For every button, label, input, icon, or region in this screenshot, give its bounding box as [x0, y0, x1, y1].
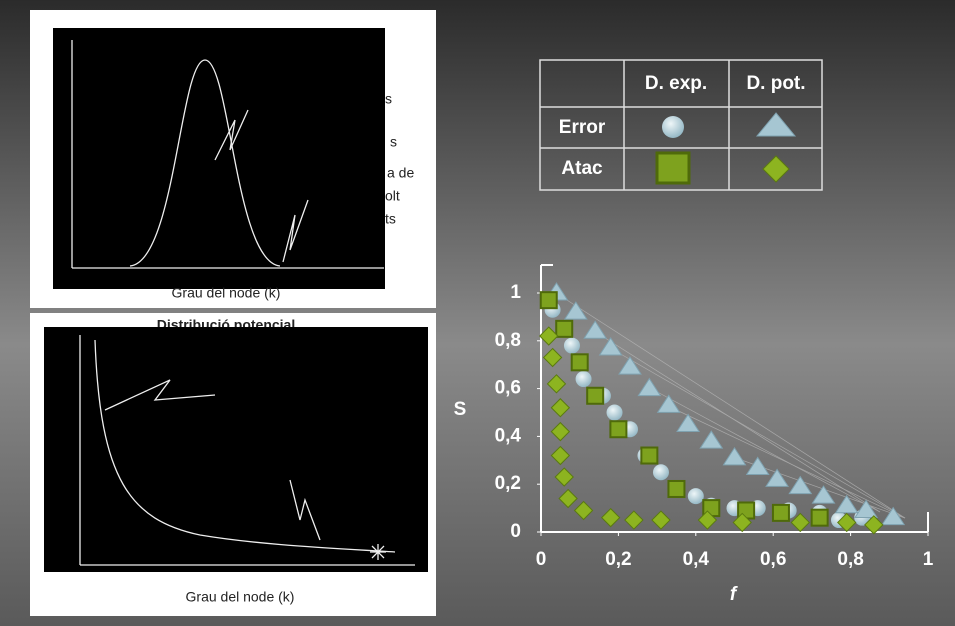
data-point: [676, 413, 700, 432]
data-point: [637, 377, 662, 397]
data-point: [837, 512, 857, 533]
data-point: [550, 398, 571, 418]
y-tick-label: 1: [510, 282, 521, 303]
data-point: [771, 503, 790, 522]
data-point: [575, 371, 592, 388]
y-tick-label: 0,8: [495, 330, 521, 351]
data-point: [651, 510, 671, 530]
legend-symbol: [655, 151, 691, 185]
y-axis-label: S: [454, 399, 467, 420]
data-point: [539, 291, 558, 310]
x-tick-label: 0,2: [605, 549, 631, 570]
data-point: [722, 446, 747, 466]
data-point: [586, 386, 605, 405]
data-point: [854, 499, 878, 518]
data-point: [732, 512, 752, 533]
data-point: [598, 337, 623, 356]
data-point: [539, 326, 559, 346]
x-tick-label: 0,8: [837, 549, 863, 570]
data-point: [546, 374, 567, 394]
y-tick-label: 0,6: [495, 378, 521, 399]
data-point: [624, 510, 644, 530]
y-tick-label: 0: [510, 521, 521, 542]
x-tick-label: 0,4: [683, 549, 710, 570]
data-point: [563, 337, 580, 354]
text-fragment: s: [390, 134, 397, 150]
text-fragment: olt: [385, 188, 400, 204]
x-tick-label: 1: [923, 549, 934, 570]
data-point: [811, 485, 836, 504]
x-axis-label: f: [730, 584, 738, 605]
data-point: [810, 508, 829, 527]
data-point: [542, 347, 563, 368]
legend-table: [539, 59, 823, 191]
data-point: [667, 479, 686, 498]
table-header: D. exp.: [645, 73, 707, 94]
data-point: [618, 356, 642, 375]
data-point: [555, 319, 574, 338]
x-tick-label: 0: [536, 549, 547, 570]
axis-caption: Grau del node (k): [172, 285, 281, 301]
data-point: [554, 467, 574, 487]
table-row-label: Atac: [561, 158, 603, 179]
data-point: [697, 510, 718, 530]
legend-symbol: [662, 116, 684, 138]
legend-symbol: [755, 112, 797, 137]
text-fragment: s: [385, 91, 392, 107]
y-tick-label: 0,4: [495, 425, 522, 446]
data-point: [881, 506, 906, 526]
data-point: [558, 488, 578, 509]
data-point: [834, 494, 859, 514]
legend-symbol: [762, 155, 790, 183]
data-point: [699, 430, 724, 449]
text-fragment: a de: [387, 165, 414, 181]
axis-bracket: [541, 264, 929, 532]
network-image: [44, 327, 428, 572]
data-point: [609, 420, 628, 439]
scatter-plot: 0 0,2 0,4 0,6 0,8 1 0 0,2 0,4 0,6 0,8 1: [495, 264, 934, 570]
data-point: [652, 464, 669, 481]
data-point: [563, 301, 588, 320]
data-point: [656, 394, 681, 413]
y-tick-label: 0,2: [495, 473, 521, 494]
data-point: [570, 353, 589, 372]
text-fragment: ts: [385, 211, 396, 227]
data-point: [765, 468, 789, 487]
table-row-label: Error: [559, 117, 606, 138]
data-point: [864, 515, 884, 535]
data-point: [606, 404, 623, 421]
data-point: [687, 488, 704, 505]
data-point: [745, 456, 770, 475]
data-point: [550, 445, 571, 466]
network-image: [53, 28, 385, 289]
data-point: [550, 421, 571, 442]
data-point: [600, 507, 621, 528]
data-point: [790, 512, 810, 533]
x-tick-label: 0,6: [760, 549, 786, 570]
data-point: [573, 500, 594, 521]
data-point: [583, 320, 608, 339]
axis-caption: Grau del node (k): [186, 589, 295, 605]
data-point: [788, 475, 813, 495]
fan-lines: [555, 292, 906, 519]
data-point: [640, 446, 659, 465]
table-header: D. pot.: [746, 73, 805, 94]
